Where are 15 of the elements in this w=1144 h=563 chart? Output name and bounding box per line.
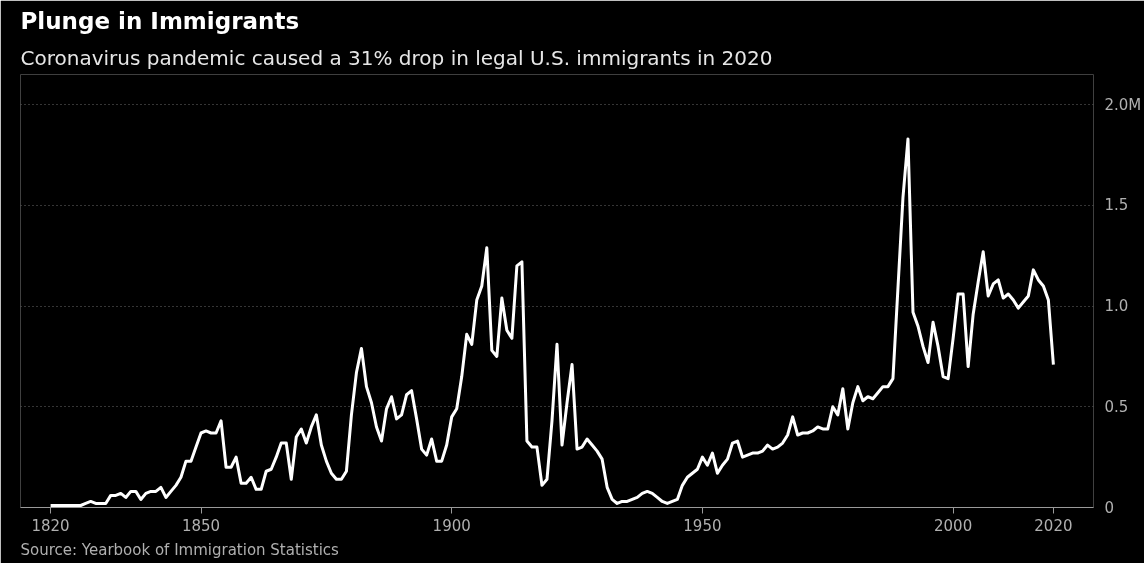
y-tick-label: 0 (1104, 498, 1115, 517)
x-tick-label: 1900 (432, 516, 471, 535)
x-tick-label: 2000 (934, 516, 973, 535)
x-tick-label: 1820 (31, 516, 70, 535)
x-tick-label: 1850 (181, 516, 221, 535)
chart-subtitle: Coronavirus pandemic caused a 31% drop in legal U.S. immigrants in 2020 (20, 45, 773, 70)
chart-title: Plunge in Immigrants (20, 7, 300, 34)
line-series (49, 137, 1055, 507)
source-note: Source: Yearbook of Immigration Statistics (20, 540, 340, 559)
y-tick-label: 0.5 (1104, 397, 1129, 416)
x-tick-label: 2020 (1034, 516, 1073, 535)
x-tick-label: 1950 (683, 516, 722, 535)
y-tick-label: 1.5 (1104, 196, 1129, 215)
y-tick-label: 1.0 (1104, 297, 1129, 316)
y-tick-label: 2.0M (1104, 95, 1142, 114)
